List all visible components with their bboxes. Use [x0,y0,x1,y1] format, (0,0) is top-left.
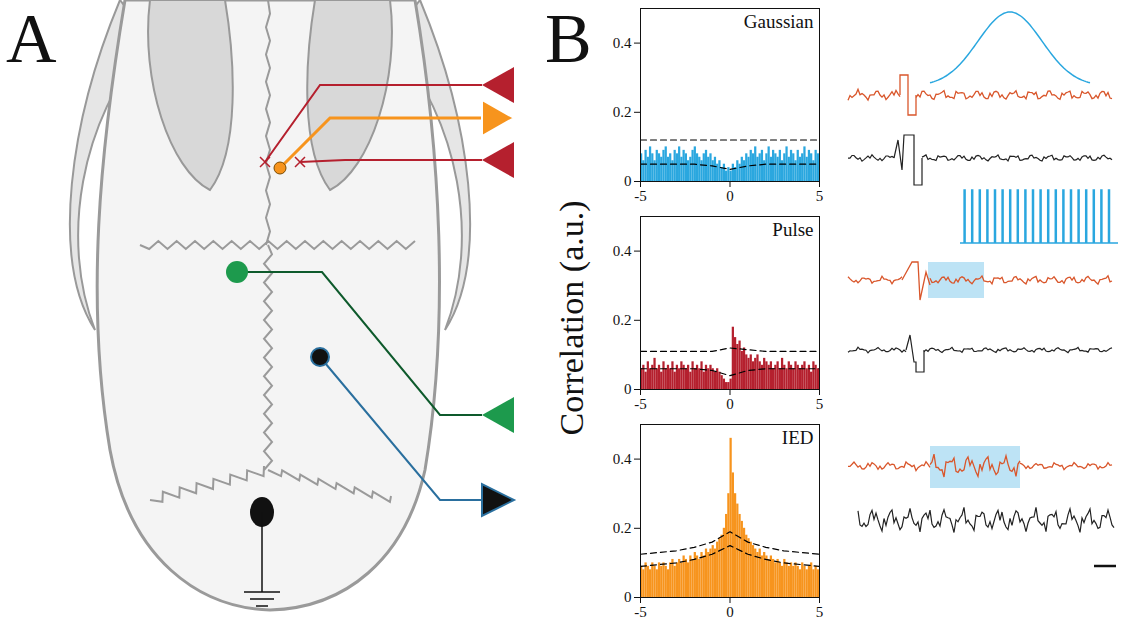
html-text:Correlation (a.u.): Correlation (a.u.) [553,200,590,436]
svg-text:Gaussian: Gaussian [744,11,814,32]
svg-text:5: 5 [816,396,824,412]
svg-text:0.4: 0.4 [613,35,632,51]
svg-text:0: 0 [726,396,734,412]
svg-text:-5: -5 [634,604,647,620]
svg-text:0: 0 [726,188,734,204]
svg-text:0.4: 0.4 [613,451,632,467]
svg-text:0.4: 0.4 [613,243,632,259]
svg-text:-5: -5 [634,188,647,204]
svg-text:0: 0 [624,173,632,189]
html-text:B: B [545,0,592,77]
svg-text:0.2: 0.2 [613,312,632,328]
svg-text:Pulse: Pulse [772,219,813,240]
svg-text:0: 0 [624,381,632,397]
svg-text:0.2: 0.2 [613,520,632,536]
svg-text:0: 0 [624,589,632,605]
svg-text:5: 5 [816,604,824,620]
svg-text:0.2: 0.2 [613,104,632,120]
svg-text:-5: -5 [634,396,647,412]
svg-text:IED: IED [782,427,814,448]
svg-text:5: 5 [816,188,824,204]
svg-text:0: 0 [726,604,734,620]
html-text:A: A [6,0,57,77]
